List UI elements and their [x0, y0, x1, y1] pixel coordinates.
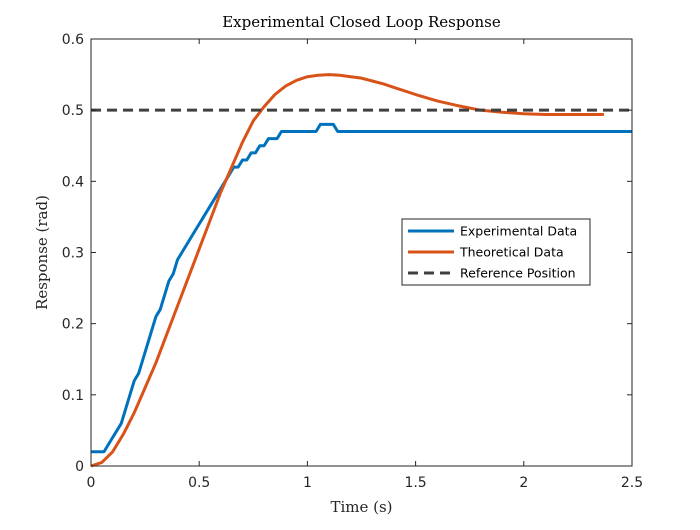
- y-tick-label: 0.4: [62, 174, 84, 190]
- legend-label: Experimental Data: [460, 224, 577, 239]
- y-tick-label: 0.5: [62, 103, 84, 119]
- axes-layer: 0 0.5 1 1.5 2 2.5 0 0.1 0.2 0.3 0.4 0.5 0.6: [62, 32, 643, 491]
- series-layer: [90, 73, 632, 468]
- x-tick-label: 1: [303, 475, 312, 491]
- series-line-theoretical-data: [90, 73, 604, 468]
- x-axis-title: Time (s): [330, 498, 392, 516]
- legend-label: Theoretical Data: [459, 245, 564, 260]
- series-line-experimental-data: [91, 122, 632, 454]
- y-tick-label: 0.2: [62, 317, 84, 333]
- y-tick-label: 0.1: [62, 388, 84, 404]
- x-tick-label: 1.5: [404, 475, 426, 491]
- y-tick-label: 0.6: [62, 32, 84, 48]
- y-tick-label: 0.3: [62, 246, 84, 262]
- y-axis-title: Response (rad): [33, 195, 51, 310]
- x-tick-label: 2.5: [621, 475, 643, 491]
- y-tick-label: 0: [75, 459, 84, 475]
- x-tick-label: 2: [519, 475, 528, 491]
- x-tick-label: 0: [87, 475, 96, 491]
- chart-title: Experimental Closed Loop Response: [222, 13, 501, 31]
- x-tick-label: 0.5: [188, 475, 210, 491]
- legend: Experimental Data Theoretical Data Referen…: [401, 218, 591, 286]
- legend-label: Reference Position: [460, 266, 576, 281]
